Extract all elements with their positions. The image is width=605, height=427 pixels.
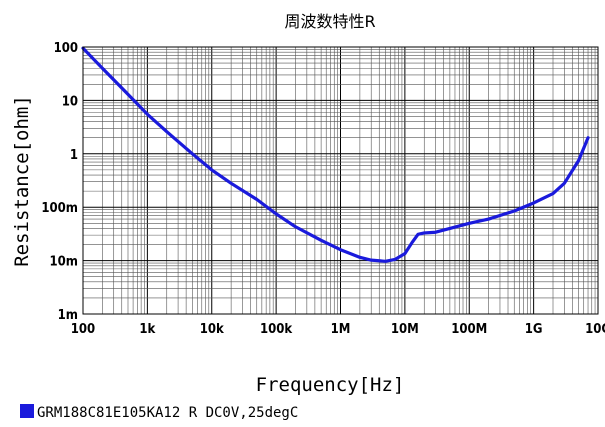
- x-tick-label: 100: [71, 322, 95, 337]
- x-tick-label: 10M: [391, 322, 419, 337]
- legend-swatch: [20, 404, 34, 418]
- x-tick-label: 1k: [139, 322, 155, 337]
- plot-frame: [82, 46, 599, 315]
- y-tick-label: 1: [70, 148, 78, 163]
- y-tick-label: 10m: [50, 255, 78, 270]
- x-tick-label: 1G: [525, 322, 543, 337]
- y-tick-label: 100: [54, 41, 78, 56]
- chart-title: 周波数特性R: [284, 12, 375, 31]
- grid: [82, 47, 598, 315]
- series-line: [81, 46, 590, 263]
- x-tick-label: 10k: [200, 322, 224, 337]
- series-layer: [81, 46, 590, 263]
- x-tick-label: 1M: [331, 322, 351, 337]
- legend: GRM188C81E105KA12 R DC0V,25degC: [20, 404, 298, 421]
- y-axis-label: Resistance[ohm]: [11, 95, 33, 267]
- tick-labels: 100 1k 10k 100k 1M 10M 100M 1G 10G 100 10 1 100m 10m 1…: [41, 41, 605, 337]
- y-tick-label: 1m: [58, 308, 78, 323]
- x-axis-label: Frequency[Hz]: [256, 374, 405, 396]
- x-tick-label: 100M: [451, 322, 487, 337]
- x-tick-label: 10G: [585, 322, 605, 337]
- y-tick-label: 100m: [41, 201, 78, 216]
- y-tick-label: 10: [62, 94, 78, 109]
- x-tick-label: 100k: [260, 322, 292, 337]
- legend-entry: GRM188C81E105KA12 R DC0V,25degC: [37, 405, 298, 421]
